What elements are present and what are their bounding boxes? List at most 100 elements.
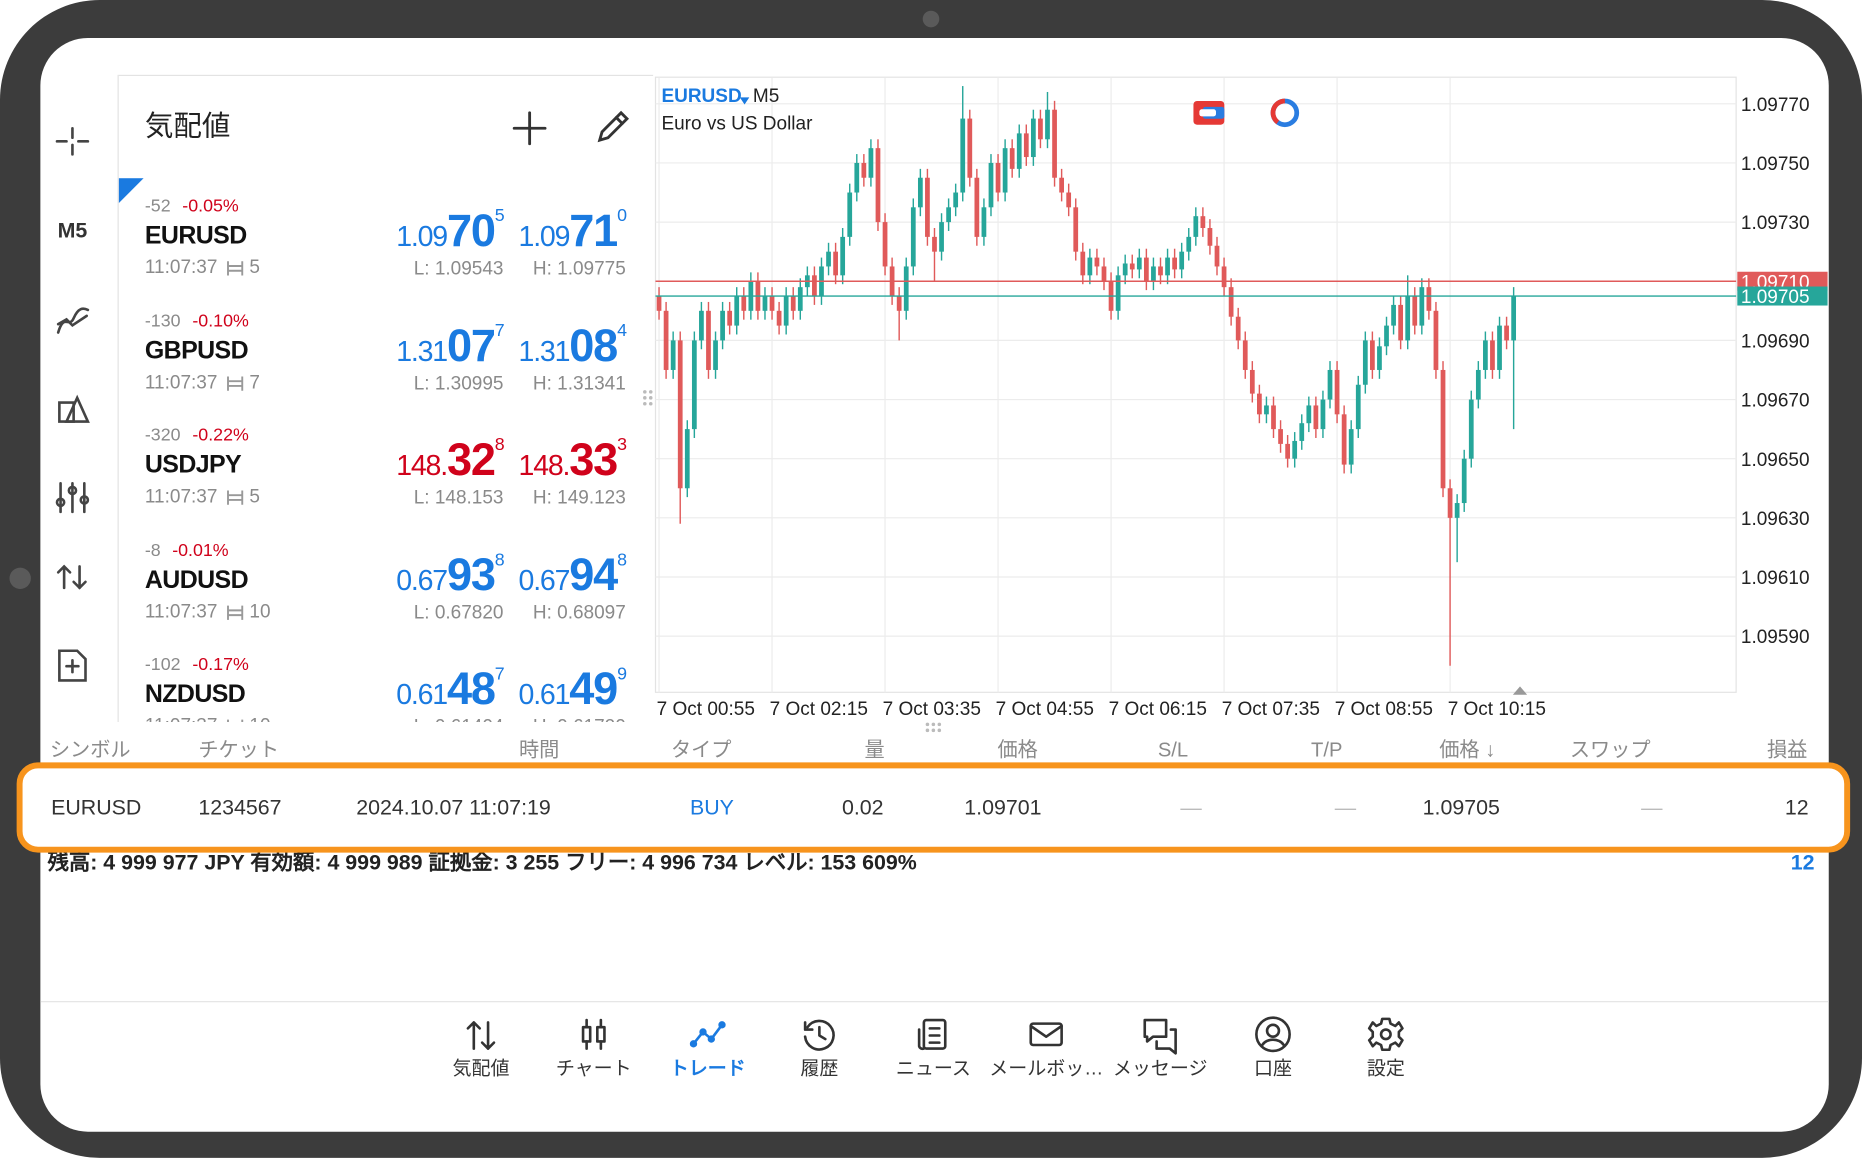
candle-body [1059,177,1064,193]
nav-label: メールボッ… [989,1058,1103,1080]
nav-item[interactable]: 口座 [1254,1016,1292,1080]
candle-body [953,192,959,208]
y-tick-label: 1.09630 [1741,509,1810,530]
edit-button[interactable] [597,110,630,143]
candle-body [1094,257,1100,267]
candle-body [656,296,662,311]
candle-body [988,162,994,208]
column-header: T/P [1311,738,1343,762]
candle-body [925,177,930,237]
nav-item[interactable]: トレード [670,1021,746,1080]
chart-timeframe: M5 [753,86,779,107]
day-high: H: 0.68097 [532,602,626,623]
nav-label: メッセージ [1113,1059,1208,1080]
day-high: H: 0.61720 [533,718,626,722]
divider [117,74,119,722]
y-tick-label: 1.09590 [1741,627,1810,648]
candle-body [1038,118,1043,140]
quote-row[interactable]: -102-0.17%NZDUSD11:07:37100.614870.61499… [119,653,653,722]
day-low: L: 1.09543 [413,258,504,280]
position-row-highlight[interactable]: EURUSD 1234567 2024.10.07 11:07:19 BUY 0.02 1… [16,762,1851,853]
price-prefix: 0.61 [396,679,448,712]
nav-item[interactable]: 設定 [1367,1017,1405,1080]
y-tick-label: 1.09690 [1741,332,1810,353]
quote-list: -52 -0.05% EURUSD 11:07:37 5 1.09705 1.09710 L:… [119,178,653,722]
price-pip: 3 [617,434,627,455]
objects-icon[interactable] [58,394,90,423]
nav-icon [803,1019,835,1051]
candle-body [762,296,768,311]
candle-body [1490,340,1495,370]
spread-icon [227,375,244,391]
symbol: GBPUSD [144,336,249,364]
change-percent: -0.10% [192,310,249,331]
position-cell: 2024.10.07 11:07:19 [356,795,551,820]
position-cell: BUY [689,795,734,820]
nav-item[interactable]: 履歴 [800,1019,838,1080]
price-pip: 8 [494,549,505,570]
nav-item[interactable]: メールボッ… [989,1022,1103,1080]
candle-body [1504,325,1509,341]
trade-icon[interactable] [56,564,87,590]
x-tick-label: 7 Oct 02:15 [770,699,868,720]
day-low: L: 1.30995 [413,373,504,394]
price-big: 08 [569,321,618,372]
candle-body [769,296,775,311]
timeframe-button[interactable]: M5 [58,219,88,243]
price-prefix: 0.67 [518,564,571,597]
candle-body [903,266,909,311]
spread: 7 [249,372,260,393]
crosshair-icon[interactable] [55,126,90,156]
candle-body [1299,423,1305,441]
price-prefix: 1.09 [396,220,448,253]
candle-body [974,177,980,237]
indicators-icon[interactable] [56,307,90,334]
quote-row[interactable]: -130 -0.10% GBPUSD 11:07:37 7 1.31077 1.31084 L… [119,309,653,423]
change-points: -8 [144,539,161,560]
settings-icon[interactable] [55,482,90,514]
nav-item[interactable]: チャート [556,1018,632,1080]
symbol: USDJPY [144,451,242,479]
candle-body [1002,148,1008,193]
candle-body [1242,340,1248,370]
add-symbol-button[interactable] [512,111,547,146]
quote-row[interactable]: -52 -0.05% EURUSD 11:07:37 5 1.09705 1.09710 L:… [119,195,653,309]
candle-body [1264,405,1269,415]
nav-item[interactable]: メッセージ [1113,1018,1208,1080]
y-tick-label: 1.09650 [1741,450,1810,471]
candle-body [840,236,846,276]
new-order-icon[interactable] [58,649,87,682]
chart-symbol[interactable]: EURUSD [661,86,741,107]
spread: 10 [249,717,270,722]
quote-row[interactable]: -8 -0.01% AUDUSD 11:07:37 10 0.67938 0.67948 L:… [119,539,653,653]
x-tick-label: 7 Oct 03:35 [883,699,981,720]
price-big: 94 [569,550,618,601]
nav-item[interactable]: ニュース [896,1018,971,1080]
price-big: 49 [569,665,618,715]
candle-body [797,287,803,311]
price-big: 33 [569,435,618,486]
nav-label: 設定 [1367,1058,1405,1080]
candle-body [1405,296,1411,341]
candle-body [1045,109,1050,140]
quote-time: 11:07:37 [144,372,218,393]
candle-body [1447,488,1453,518]
one-click-icon[interactable] [1193,100,1225,125]
candle-body [663,310,669,370]
camera [922,10,940,28]
candle-body [833,251,838,276]
nav-item[interactable]: 気配値 [452,1021,509,1080]
candle-body [967,118,973,178]
candle-body [910,207,916,267]
spread-icon [227,605,244,620]
candle-body [1186,236,1192,252]
candle-body [1052,109,1057,178]
quote-row[interactable]: -320 -0.22% USDJPY 11:07:37 5 148.328 148.333 L… [119,424,653,538]
signal-icon[interactable] [1270,98,1300,128]
day-high: H: 149.123 [532,488,626,509]
candle-body [826,251,831,267]
candle-body [691,340,697,430]
candle-body [1348,429,1354,465]
candle-body [960,118,966,193]
summary-text: 残高: 4 999 977 JPY 有効額: 4 999 989 証拠金: 3 … [47,850,917,874]
